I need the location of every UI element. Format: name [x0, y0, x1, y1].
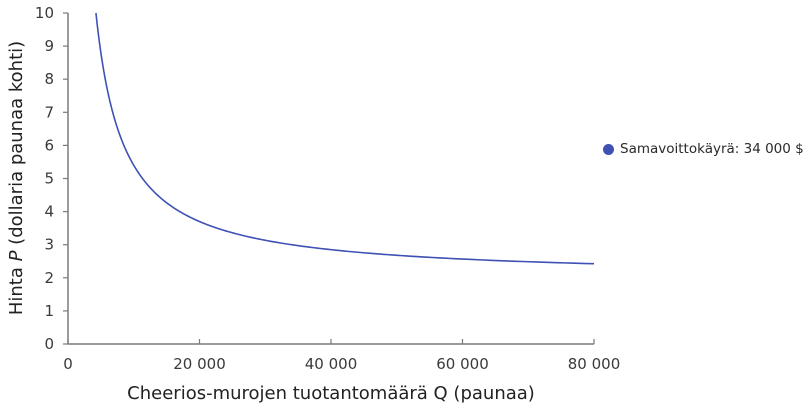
isoprofit-curve [95, 12, 595, 265]
x-tick-label: 20 000 [173, 355, 226, 373]
x-tick-label: 40 000 [305, 355, 358, 373]
y-tick-label: 4 [44, 203, 54, 221]
y-tick-label: 7 [44, 103, 54, 121]
y-tick-label: 6 [44, 136, 54, 154]
y-axis-ticks: 0 1 2 3 4 5 6 7 8 9 10 [35, 4, 68, 353]
legend: Samavoittokäyrä: 34 000 $ [603, 141, 804, 157]
y-axis-title: Hinta P (dollaria paunaa kohti) [6, 41, 27, 315]
x-tick-label: 0 [63, 355, 73, 373]
y-tick-label: 10 [35, 4, 54, 22]
legend-marker-icon [603, 143, 614, 155]
y-tick-label: 8 [44, 70, 54, 88]
x-axis-title: Cheerios-murojen tuotantomäärä Q (paunaa… [127, 383, 535, 404]
y-tick-label: 0 [44, 335, 54, 353]
legend-label: Samavoittokäyrä: 34 000 $ [620, 141, 804, 157]
x-axis-ticks: 0 20 000 40 000 60 000 80 000 [63, 339, 620, 373]
y-tick-label: 3 [44, 236, 54, 254]
y-tick-label: 2 [44, 269, 54, 287]
y-tick-label: 9 [44, 37, 54, 55]
y-tick-label: 1 [44, 302, 54, 320]
y-tick-label: 5 [44, 170, 54, 188]
x-tick-label: 80 000 [568, 355, 621, 373]
x-tick-label: 60 000 [436, 355, 489, 373]
